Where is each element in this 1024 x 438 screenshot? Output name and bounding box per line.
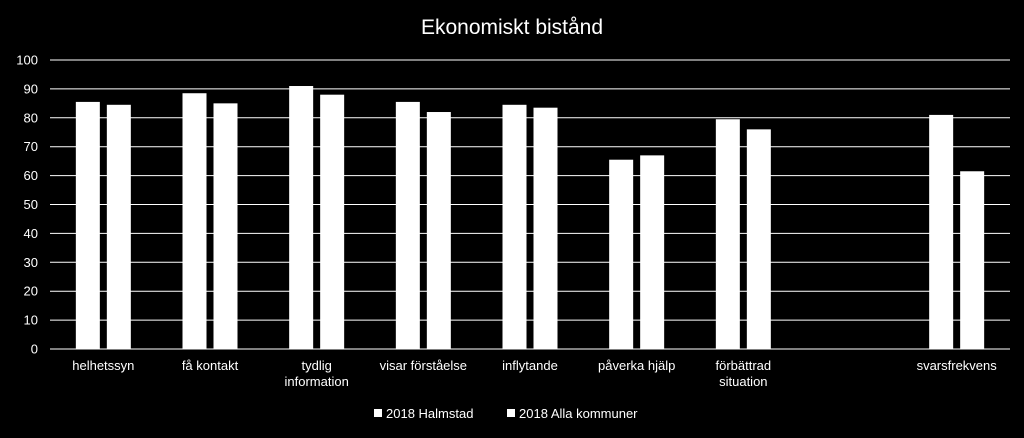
legend: 2018 Halmstad 2018 Alla kommuner (374, 406, 638, 421)
x-tick-label: helhetssyn (72, 358, 134, 373)
y-tick-label: 20 (24, 284, 38, 299)
x-tick-label: svarsfrekvens (917, 358, 998, 373)
bar-halmstad (182, 93, 207, 349)
legend-swatch (507, 409, 515, 417)
y-tick-label: 10 (24, 313, 38, 328)
bar-alla-kommuner (213, 103, 238, 349)
bar-halmstad (609, 159, 634, 349)
x-tick-label: påverka hjälp (598, 358, 675, 373)
bar-halmstad (929, 114, 954, 349)
x-tick-label: inflytande (502, 358, 558, 373)
legend-label: 2018 Halmstad (386, 406, 473, 421)
bar-alla-kommuner (640, 155, 665, 349)
legend-label: 2018 Alla kommuner (519, 406, 638, 421)
chart-title: Ekonomiskt bistånd (421, 16, 603, 39)
y-tick-label: 60 (24, 168, 38, 183)
y-tick-label: 40 (24, 226, 38, 241)
y-tick-label: 30 (24, 255, 38, 270)
y-tick-label: 80 (24, 110, 38, 125)
bar-halmstad (289, 86, 314, 349)
x-tick-label: information (285, 374, 349, 389)
x-tick-label: tydlig (301, 358, 331, 373)
bar-alla-kommuner (426, 112, 451, 350)
y-tick-label: 0 (31, 342, 38, 357)
bar-alla-kommuner (320, 94, 345, 350)
bar-halmstad (75, 101, 100, 349)
bar-halmstad (502, 104, 527, 349)
bars (75, 86, 985, 350)
bar-alla-kommuner (960, 171, 985, 349)
bar-halmstad (715, 119, 740, 350)
y-tick-label: 50 (24, 197, 38, 212)
bar-alla-kommuner (746, 129, 771, 349)
bar-alla-kommuner (106, 104, 131, 349)
legend-swatch (374, 409, 382, 417)
x-tick-label: visar förståelse (380, 358, 467, 373)
bar-alla-kommuner (533, 107, 558, 349)
grid-lines (50, 59, 1010, 321)
y-tick-label: 100 (16, 53, 38, 68)
bar-halmstad (395, 101, 420, 349)
y-tick-label: 70 (24, 139, 38, 154)
y-axis: 0 10 20 30 40 50 60 70 80 90 100 (16, 53, 1010, 357)
x-tick-label: få kontakt (182, 358, 239, 373)
x-tick-label: situation (719, 374, 767, 389)
y-tick-label: 90 (24, 81, 38, 96)
x-tick-label: förbättrad (716, 358, 772, 373)
